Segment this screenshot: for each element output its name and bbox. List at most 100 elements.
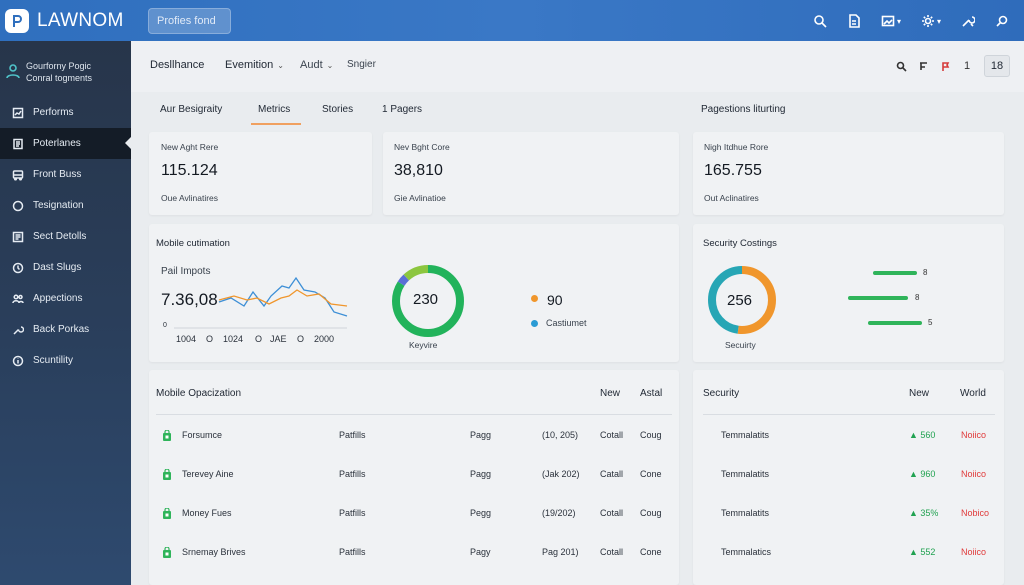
org-name: Gourforny Pogic <box>26 61 92 71</box>
kpi-card-1[interactable]: New Aght Rere 115.124 Oue Avlinatires <box>149 132 372 215</box>
table-row[interactable]: Temmalatits ▲ 35% Nobico <box>693 506 1004 522</box>
table-row[interactable]: Temmalatits ▲ 960 Noiico <box>693 467 1004 483</box>
filter-icon[interactable] <box>914 56 932 76</box>
sidebar-item-label: Scuntility <box>33 355 74 366</box>
top-bar: LAWNOM ▾ ▾ <box>0 0 1024 41</box>
app-logo-icon[interactable] <box>5 9 29 33</box>
tab-metrics[interactable]: Metrics <box>258 104 291 115</box>
sidebar-item-dast-slugs[interactable]: Dast Slugs <box>0 252 131 283</box>
row-new-value: ▲ 560 <box>909 430 935 440</box>
column-header-new[interactable]: New <box>600 388 621 399</box>
app-title: LAWNOM <box>37 10 124 31</box>
top-toolbar: ▾ ▾ <box>798 9 1014 33</box>
kpi-subtitle: Out Aclinatires <box>704 193 759 203</box>
mobile-table-panel: Mobile Opacization New Astal Forsumce Pat… <box>149 370 679 585</box>
sidebar-item-tesignation[interactable]: Tesignation <box>0 190 131 221</box>
donut-label: Secuirty <box>725 340 756 350</box>
subheader: Desllhance Evemition ⌄ Audt ⌄ Sngier 1 18 <box>131 41 1024 92</box>
sidebar-item-appections[interactable]: Appections <box>0 283 131 314</box>
security-bar <box>848 296 908 300</box>
row-cell: Cone <box>640 469 662 479</box>
sidebar-item-label: Tesignation <box>33 200 84 211</box>
row-status: Nobico <box>961 508 990 518</box>
search-input[interactable] <box>148 8 231 34</box>
mobile-table-title: Mobile Opacization <box>156 388 242 399</box>
column-header-astal[interactable]: Astal <box>640 388 663 399</box>
table-row[interactable]: Srnemay Brives Patfills Pagy Pag 201) Cotall… <box>149 545 679 561</box>
tool-number[interactable]: 1 <box>963 60 971 72</box>
kpi-value: 115.124 <box>161 162 218 179</box>
table-row[interactable]: Temmalatics ▲ 552 Noiico <box>693 545 1004 561</box>
row-name: Temmalatits <box>721 469 770 479</box>
crumb-audt[interactable]: Audt ⌄ <box>300 59 333 71</box>
flag-icon[interactable] <box>936 56 954 76</box>
sidebar-item-label: Poterlanes <box>33 138 81 149</box>
sidebar-item-performs[interactable]: Performs <box>0 97 131 128</box>
row-name: Srnemay Brives <box>182 547 246 557</box>
magnify-icon[interactable] <box>990 9 1014 33</box>
chevron-down-icon: ▾ <box>936 16 941 26</box>
sidebar-item-sect-detolls[interactable]: Sect Detolls <box>0 221 131 252</box>
row-cell: Patfills <box>339 508 366 518</box>
sidebar-item-back-porkas[interactable]: Back Porkas <box>0 314 131 345</box>
header-tools: 1 18 <box>888 55 1010 77</box>
table-row[interactable]: Money Fues Patfills Pegg (19/202) Cotall Coug <box>149 506 679 522</box>
search-icon[interactable] <box>808 9 832 33</box>
bag-icon <box>162 546 172 558</box>
tab-stories[interactable]: Stories <box>322 104 354 115</box>
bar-value: 5 <box>928 318 933 327</box>
sidebar-item-label: Back Porkas <box>33 324 90 335</box>
x-tick-7: 2000 <box>314 334 335 344</box>
tab-aur-besigraity[interactable]: Aur Besigraity <box>160 104 223 115</box>
bag-icon <box>162 429 172 441</box>
details-icon <box>11 230 25 244</box>
settings-menu-icon[interactable]: ▾ <box>916 9 946 33</box>
row-cell: Patfills <box>339 430 366 440</box>
row-cell: Coug <box>640 430 662 440</box>
kpi-label: Nev Bght Core <box>394 142 450 152</box>
row-cell: (10, 205) <box>542 430 579 440</box>
table-row[interactable]: Forsumce Patfills Pagg (10, 205) Cotall Coug <box>149 428 679 444</box>
tab-pagers[interactable]: 1 Pagers <box>382 104 423 115</box>
crumb-desllhance[interactable]: Desllhance <box>150 59 205 71</box>
sidebar-item-scuntility[interactable]: Scuntility <box>0 345 131 376</box>
crumb-evemition[interactable]: Evemition ⌄ <box>225 59 284 71</box>
row-name: Temmalatits <box>721 430 770 440</box>
x-tick-4: O <box>255 334 263 344</box>
bus-icon <box>11 168 25 182</box>
count-badge[interactable]: 18 <box>984 55 1010 77</box>
sidebar-item-front-buss[interactable]: Front Buss <box>0 159 131 190</box>
document-icon <box>11 137 25 151</box>
search-icon[interactable] <box>892 56 910 76</box>
legend-label: Castiumet <box>546 318 587 328</box>
x-tick-3: 1024 <box>223 334 244 344</box>
bag-icon: ▲ <box>909 547 921 557</box>
row-status: Noiico <box>961 469 987 479</box>
file-icon[interactable] <box>842 9 866 33</box>
row-status: Noiico <box>961 547 987 557</box>
table-row[interactable]: Temmalatits ▲ 560 Noiico <box>693 428 1004 444</box>
kpi-card-3[interactable]: Nigh Itdhue Rore 165.755 Out Aclinatires <box>693 132 1004 215</box>
column-header-new[interactable]: New <box>909 388 930 399</box>
table-row[interactable]: Terevey Aine Patfills Pagg (Jak 202) Catall C… <box>149 467 679 483</box>
row-name: Temmalatits <box>721 508 770 518</box>
row-cell: Catall <box>600 469 624 479</box>
row-name: Temmalatics <box>721 547 772 557</box>
crumb-sngier[interactable]: Sngier <box>347 59 376 70</box>
row-new-text: 35% <box>920 508 939 518</box>
column-header-world[interactable]: World <box>960 388 986 399</box>
tab-bar: Aur Besigraity Metrics Stories 1 Pagers <box>149 95 679 125</box>
row-cell: (Jak 202) <box>542 469 580 479</box>
kpi-subtitle: Oue Avlinatires <box>161 193 219 203</box>
x-tick-2: O <box>206 334 214 344</box>
kpi-label: Nigh Itdhue Rore <box>704 142 769 152</box>
x-tick-1: 1004 <box>176 334 197 344</box>
kpi-card-2[interactable]: Nev Bght Core 38,810 Gie Avlinatioe <box>383 132 679 215</box>
tools-icon[interactable] <box>956 9 980 33</box>
security-table-panel: Security New World Temmalatits ▲ 560 Noiic… <box>693 370 1004 585</box>
row-new-text: 960 <box>920 469 936 479</box>
image-menu-icon[interactable]: ▾ <box>876 9 906 33</box>
row-cell: (19/202) <box>542 508 576 518</box>
sidebar-item-poterlanes[interactable]: Poterlanes <box>0 128 131 159</box>
legend-dot-orange <box>531 295 538 302</box>
